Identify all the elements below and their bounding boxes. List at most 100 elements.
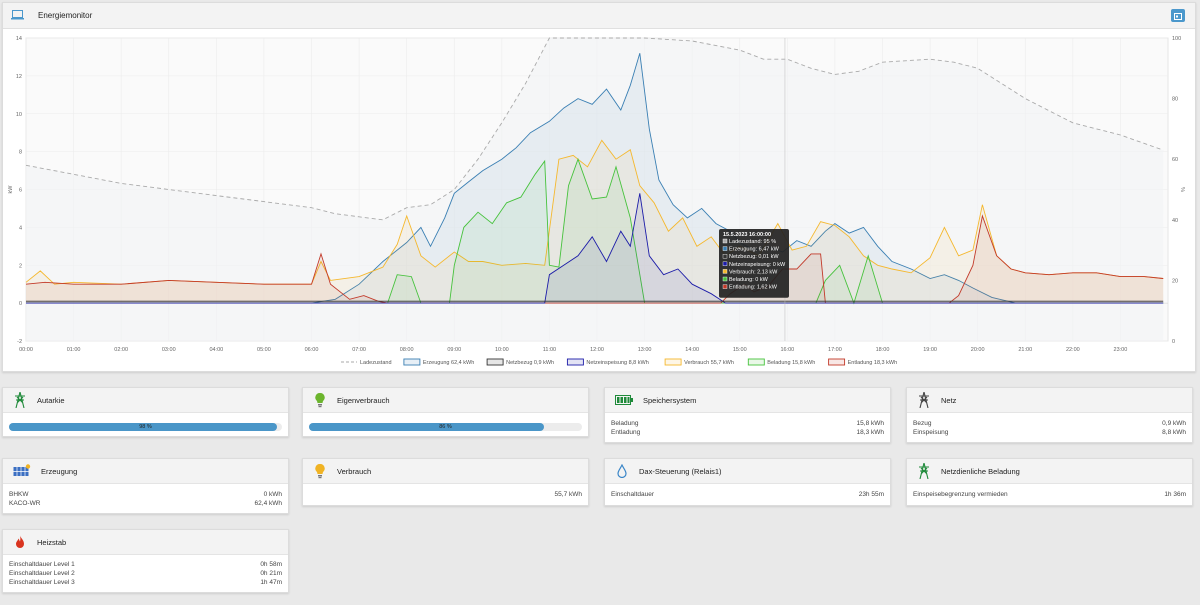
- series-area: [26, 53, 1164, 304]
- energy-chart[interactable]: -2 0 2 4 6 8 10 12 14 0 20 40 60 80 100 kW % 00:00 01:00 02…: [3, 30, 1195, 372]
- x-tick-label: 02:00: [114, 347, 128, 353]
- legend-entry: Netzbezug 0,9 kWh: [506, 360, 554, 366]
- tooltip-swatch: [722, 269, 728, 274]
- calendar-button[interactable]: [1171, 9, 1185, 22]
- tooltip-swatch: [722, 246, 728, 251]
- y-tick-label: 4: [19, 225, 22, 231]
- card-eigenverbrauch: Eigenverbrauch 86 %: [302, 387, 589, 437]
- y2-tick-label: 100: [1172, 36, 1181, 42]
- legend-entry: Ladezustand: [360, 360, 392, 366]
- x-tick-label: 20:00: [971, 347, 985, 353]
- list-item: Einschaltdauer Level 1 0h 58m: [9, 561, 282, 568]
- list-item: Einschaltdauer Level 2 0h 21m: [9, 570, 282, 577]
- x-tick-label: 08:00: [400, 347, 414, 353]
- list-item: Bezug 0,9 kWh: [913, 420, 1186, 427]
- tooltip-swatch: [722, 261, 728, 267]
- x-tick-label: 16:00: [780, 347, 794, 353]
- page-title: Energiemonitor: [38, 11, 93, 20]
- tooltip-line: Netzbezug: 0,01 kW: [729, 254, 779, 260]
- legend-swatch: [403, 358, 421, 366]
- eigenverbrauch-progress: 86 %: [309, 423, 582, 431]
- laptop-icon: [11, 7, 24, 25]
- x-tick-label: 05:00: [257, 347, 271, 353]
- card-erzeugung: Erzeugung BHKW 0 kWh KACO-WR 62,4 kWh: [2, 458, 289, 514]
- tooltip-line: Ladezustand: 95 %: [729, 239, 776, 245]
- x-tick-label: 09:00: [447, 347, 461, 353]
- x-tick-label: 12:00: [590, 347, 604, 353]
- card-dax-steuerung: Dax-Steuerung (Relais1) Einschaltdauer 23…: [604, 458, 891, 506]
- card-header: Verbrauch: [303, 459, 588, 484]
- series-line: [25, 139, 1164, 285]
- list-item: Einschaltdauer Level 3 1h 47m: [9, 579, 282, 586]
- card-title: Netzdienliche Beladung: [941, 466, 1020, 476]
- y-tick-label: -2: [17, 339, 22, 345]
- card-header: Eigenverbrauch: [303, 388, 588, 413]
- card-autarkie: Autarkie 98 %: [2, 387, 289, 437]
- legend-entry: Entladung 18,3 kWh: [848, 360, 898, 366]
- power-pylon-icon: [917, 463, 931, 479]
- y2-tick-label: 40: [1172, 218, 1178, 224]
- x-tick-label: 18:00: [876, 347, 890, 353]
- legend-entry: Erzeugung 62,4 kWh: [423, 360, 474, 366]
- x-tick-label: 14:00: [685, 347, 699, 353]
- y2-tick-label: 60: [1172, 157, 1178, 163]
- x-tick-label: 00:00: [19, 347, 33, 353]
- tooltip-line: Verbrauch: 2,13 kW: [729, 269, 778, 275]
- legend-swatch: [486, 358, 504, 366]
- card-title: Dax-Steuerung (Relais1): [639, 466, 722, 476]
- card-title: Speichersystem: [643, 395, 697, 405]
- tooltip-swatch: [722, 238, 728, 244]
- y-tick-label: 0: [19, 301, 22, 307]
- card-verbrauch: Verbrauch 55,7 kWh: [302, 458, 589, 506]
- x-tick-label: 15:00: [733, 347, 747, 353]
- y-tick-label: 2: [19, 263, 22, 269]
- panel-header: Energiemonitor: [3, 3, 1195, 29]
- x-tick-label: 19:00: [923, 347, 937, 353]
- x-tick-label: 04:00: [209, 347, 223, 353]
- card-header: Erzeugung: [3, 459, 288, 484]
- series-area: [26, 301, 1164, 304]
- x-tick-label: 17:00: [828, 347, 842, 353]
- solar-panel-icon: [13, 463, 31, 479]
- lightbulb-icon: [313, 392, 327, 408]
- tooltip-swatch: [722, 284, 728, 289]
- tooltip-line: Beladung: 0 kW: [729, 277, 769, 283]
- autarkie-value: 98 %: [139, 424, 152, 430]
- eigenverbrauch-value: 86 %: [439, 424, 452, 430]
- list-item: Einspeisebegrenzung vermieden 1h 36m: [913, 491, 1186, 498]
- list-item: KACO-WR 62,4 kWh: [9, 500, 282, 507]
- autarkie-progress: 98 %: [9, 423, 282, 431]
- power-pylon-icon: [13, 392, 27, 408]
- y-axis-label: kW: [8, 185, 14, 194]
- series-area: [26, 159, 1164, 304]
- y-tick-label: 12: [16, 74, 22, 80]
- legend-swatch: [747, 358, 765, 366]
- card-header: Speichersystem: [605, 388, 890, 413]
- card-header: Netz: [907, 388, 1192, 413]
- legend-entry: Beladung 15,8 kWh: [767, 360, 815, 366]
- lightbulb-icon: [313, 463, 327, 479]
- x-tick-label: 06:00: [305, 347, 319, 353]
- power-pylon-icon: [917, 392, 931, 408]
- x-tick-label: 22:00: [1066, 347, 1080, 353]
- card-title: Autarkie: [37, 395, 65, 405]
- legend-swatch: [664, 358, 682, 366]
- x-tick-label: 07:00: [352, 347, 366, 353]
- y2-tick-label: 0: [1172, 339, 1175, 345]
- card-netzdienliche-beladung: Netzdienliche Beladung Einspeisebegrenzu…: [906, 458, 1193, 506]
- x-tick-label: 01:00: [67, 347, 81, 353]
- legend-swatch: [566, 358, 584, 366]
- y-tick-label: 8: [19, 150, 22, 156]
- autarkie-progress-fill: [9, 423, 277, 431]
- x-tick-label: 23:00: [1114, 347, 1128, 353]
- battery-icon: [615, 392, 633, 408]
- list-item: Beladung 15,8 kWh: [611, 420, 884, 427]
- y2-tick-label: 20: [1172, 278, 1178, 284]
- y-tick-label: 10: [16, 112, 22, 118]
- card-title: Verbrauch: [337, 466, 372, 476]
- card-header: Netzdienliche Beladung: [907, 459, 1192, 484]
- series-line: [26, 53, 1164, 304]
- series-line: [25, 37, 1164, 221]
- card-heizstab: Heizstab Einschaltdauer Level 1 0h 58m Ei…: [2, 529, 289, 593]
- tooltip-swatch: [722, 253, 728, 259]
